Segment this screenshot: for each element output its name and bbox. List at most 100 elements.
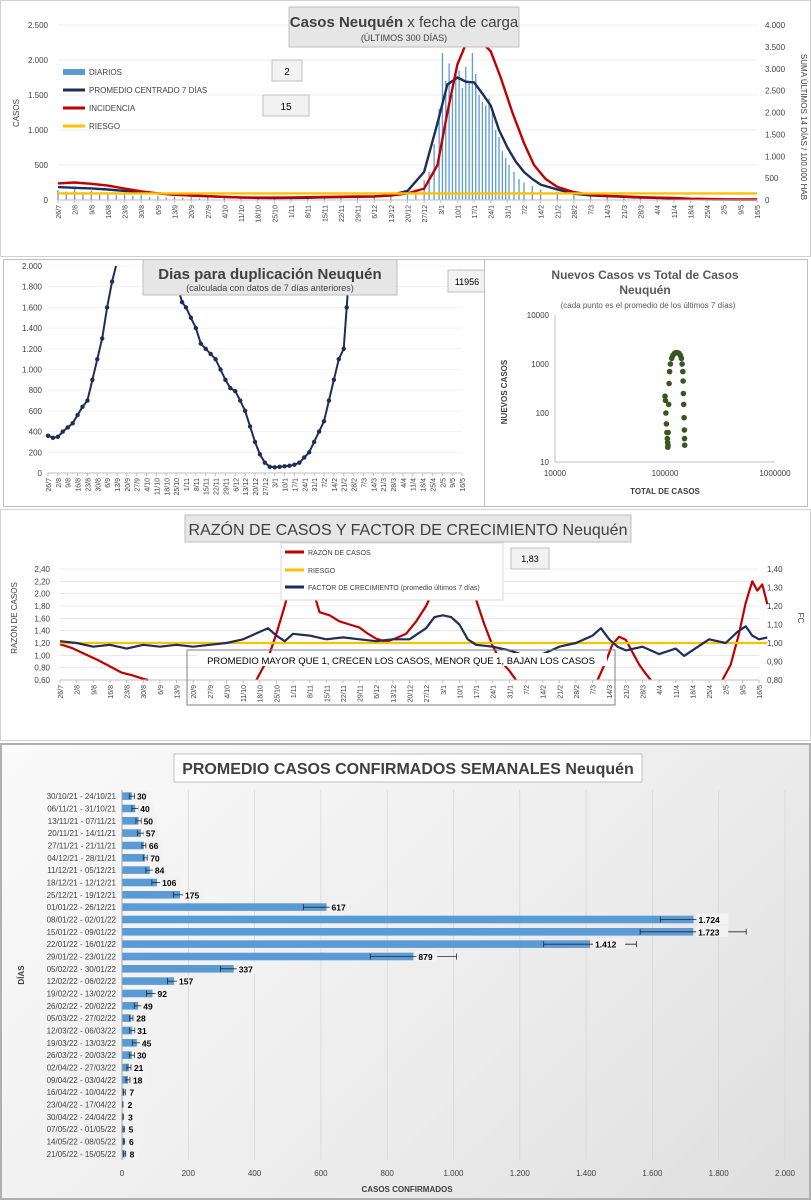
semanales-value-label: 1.412 — [595, 940, 617, 950]
semanales-bar — [122, 903, 327, 911]
semanales-bar — [122, 866, 150, 874]
semanales-value-bg — [131, 1061, 148, 1073]
casos-box-2 — [262, 94, 310, 117]
razon-x-tick-label: 28/2 — [574, 685, 581, 699]
legend-diarios: DIARIOS — [89, 68, 122, 77]
duplicacion-marker — [208, 351, 213, 357]
duplicacion-marker — [104, 305, 110, 310]
duplicacion-marker — [218, 367, 223, 372]
razon-ytick-label: 1,40 — [34, 627, 50, 636]
duplicacion-ytick-label: 2.000 — [22, 262, 43, 271]
duplicacion-x-tick-label: 2/5 — [440, 478, 447, 488]
razon-x-tick-label: 25/4 — [707, 685, 714, 699]
semanales-value-label: 18 — [133, 1075, 143, 1085]
duplicacion-x-tick-label: 23/8 — [85, 478, 92, 492]
semanales-xtick-label: 0 — [120, 1169, 125, 1178]
duplicacion-title-box — [142, 260, 398, 296]
semanales-value-bg — [143, 827, 160, 839]
duplicacion-marker — [198, 341, 203, 346]
casos-x-tick-label: 9/8 — [89, 205, 96, 215]
casos-box-1-value: 2 — [284, 67, 290, 78]
semanales-xtick-label: 2.000 — [775, 1169, 796, 1178]
semanales-value-label: 175 — [185, 890, 199, 900]
casos-x-tick-label: 28/2 — [572, 205, 579, 219]
casos-x-tick-label: 18/10 — [256, 205, 263, 223]
duplicacion-line — [47, 265, 117, 439]
casos-promedio-line — [57, 76, 758, 201]
semanales-category-label: 01/01/22 - 26/12/21 — [47, 903, 117, 912]
semanales-value-label: 879 — [418, 952, 432, 962]
razon-ytick-label: 1,20 — [34, 639, 50, 648]
casos-x-tick-label: 7/3 — [589, 205, 596, 215]
casos-panel: 0 500 1.000 1.500 2.000 2.500 0 500 1.000 1.500 2.… — [0, 0, 811, 257]
duplicacion-panel: 0 200 400 600 800 1.000 1.200 1.400 1.600 1.800 2.… — [3, 259, 486, 507]
duplicacion-marker — [287, 463, 292, 468]
duplicacion-x-tick-label: 17/1 — [292, 478, 299, 492]
duplicacion-ytick-label: 1.200 — [22, 345, 43, 354]
duplicacion-x-tick-label: 1/11 — [184, 478, 191, 491]
duplicacion-marker — [183, 305, 189, 310]
semanales-value-label: 28 — [136, 1014, 146, 1024]
razon-x-tick-label: 28/3 — [641, 685, 648, 699]
semanales-title-box — [173, 753, 643, 783]
semanales-value-label: 21 — [134, 1063, 144, 1073]
semanales-value-label: 157 — [179, 977, 193, 987]
semanales-category-label: 12/03/22 - 06/03/22 — [47, 1027, 117, 1036]
semanales-value-bg — [127, 1147, 138, 1159]
semanales-value-bg — [236, 962, 258, 974]
razon-annotation-bg — [197, 653, 607, 666]
semanales-bar — [122, 804, 136, 813]
casos-x-tick-label: 4/10 — [222, 205, 229, 219]
semanales-value-bg — [160, 876, 181, 888]
duplicacion-marker — [188, 315, 194, 320]
scatter-point — [667, 361, 674, 367]
semanales-value-bg — [152, 864, 169, 876]
duplicacion-ytick-label: 400 — [29, 428, 43, 437]
semanales-value-bg — [134, 790, 151, 802]
scatter-point — [680, 378, 686, 384]
scatter-point — [663, 410, 669, 416]
casos-x-tick-label: 14/3 — [605, 205, 612, 219]
semanales-xtick-label: 1.000 — [443, 1169, 464, 1178]
duplicacion-marker — [252, 439, 258, 445]
razon-factor-line — [59, 614, 768, 657]
razon-x-tick-label: 16/5 — [757, 685, 764, 699]
razon-x-tick-label: 14/3 — [607, 685, 614, 699]
casos-x-tick-label: 2/5 — [722, 205, 729, 215]
semanales-category-label: 29/01/22 - 23/01/22 — [47, 953, 117, 962]
semanales-value-bg — [125, 1098, 136, 1110]
scatter-title-2: Neuquén — [619, 283, 670, 297]
razon-x-tick-label: 27/9 — [208, 685, 215, 699]
semanales-bar — [122, 915, 694, 924]
casos-x-tick-label: 25/10 — [272, 205, 279, 223]
semanales-category-label: 19/03/22 - 13/03/22 — [47, 1039, 117, 1048]
casos-subtitle: (ÚLTIMOS 300 DÍAS) — [361, 33, 447, 43]
semanales-bar — [122, 928, 694, 936]
semanales-xtick-label: 1.800 — [709, 1169, 730, 1178]
scatter-point — [678, 355, 685, 362]
casos-box-2-value: 15 — [280, 102, 292, 113]
razon-y2tick-label: 1,00 — [767, 639, 783, 648]
legend-factor: FACTOR DE CRECIMIENTO (promedio últimos … — [308, 585, 480, 592]
duplicacion-x-tick-label: 4/4 — [401, 478, 408, 488]
duplicacion-marker — [247, 424, 253, 429]
duplicacion-ytick-label: 600 — [29, 407, 43, 416]
semanales-category-label: 22/01/22 - 16/01/22 — [47, 940, 117, 949]
semanales-category-label: 12/02/22 - 06/02/22 — [47, 977, 117, 986]
semanales-value-bg — [329, 901, 351, 913]
legend-diarios-swatch — [63, 69, 85, 75]
semanales-title: PROMEDIO CASOS CONFIRMADOS SEMANALES Neu… — [182, 761, 634, 778]
semanales-xtick-label: 1.200 — [510, 1169, 531, 1178]
razon-x-tick-label: 14/2 — [541, 685, 548, 699]
semanales-value-bg — [139, 1036, 156, 1048]
casos-x-tick-label: 27/12 — [422, 205, 429, 223]
razon-ytick-label: 1,80 — [34, 602, 50, 611]
semanales-value-bg — [177, 975, 198, 987]
semanales-value-label: 5 — [129, 1125, 134, 1135]
razon-x-tick-label: 20/9 — [191, 685, 198, 699]
razon-y2tick-label: 1,40 — [767, 565, 783, 574]
semanales-category-label: 15/01/22 - 09/01/22 — [47, 928, 117, 937]
casos-chart: 0 500 1.000 1.500 2.000 2.500 0 500 1.000 1.500 2.… — [12, 6, 808, 223]
casos-x-tick-label: 7/2 — [522, 205, 529, 215]
duplicacion-x-tick-label: 14/2 — [332, 478, 339, 492]
